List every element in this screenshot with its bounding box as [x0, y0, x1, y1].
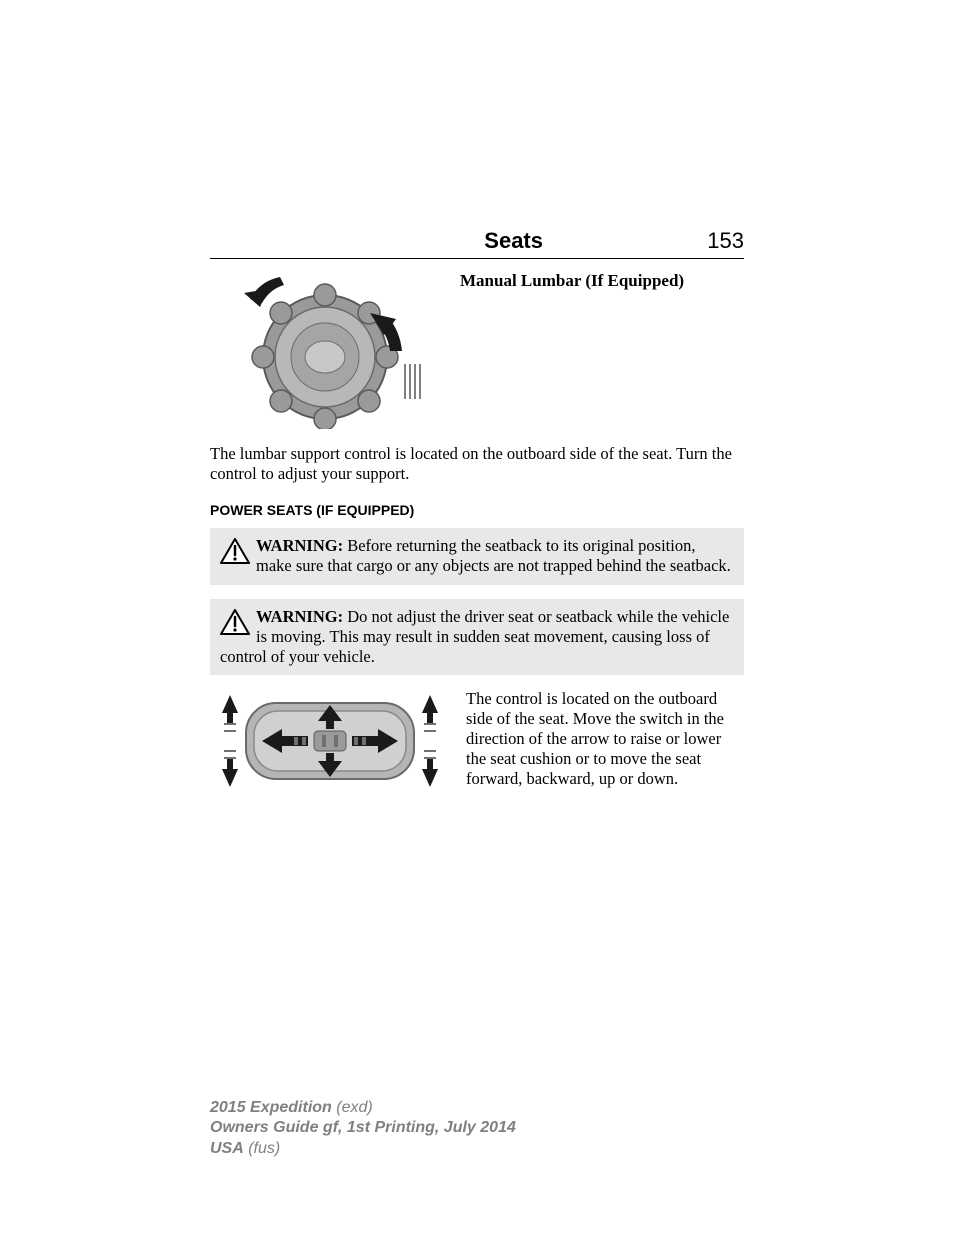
lumbar-knob-illustration — [210, 269, 440, 434]
footer-region: USA — [210, 1140, 244, 1157]
footer-model: 2015 Expedition — [210, 1099, 332, 1116]
manual-page: Seats 153 — [0, 0, 954, 799]
footer-code: (exd) — [332, 1099, 373, 1116]
power-seats-heading: POWER SEATS (IF EQUIPPED) — [210, 502, 744, 518]
footer-guide: Owners Guide gf, 1st Printing, July 2014 — [210, 1119, 516, 1136]
page-footer: 2015 Expedition (exd) Owners Guide gf, 1… — [210, 1098, 516, 1160]
warning-box-1: WARNING: Before returning the seatback t… — [210, 528, 744, 584]
warning-icon — [220, 609, 250, 640]
power-seat-control-section: The control is located on the outboard s… — [210, 689, 744, 799]
power-seat-body: The control is located on the outboard s… — [466, 689, 744, 790]
warning-label: WARNING: — [256, 536, 343, 555]
warning-label: WARNING: — [256, 607, 343, 626]
warning-box-2: WARNING: Do not adjust the driver seat o… — [210, 599, 744, 675]
header-title: Seats — [210, 228, 707, 254]
power-seat-switch-illustration — [210, 689, 450, 799]
page-number: 153 — [707, 228, 744, 254]
page-header: Seats 153 — [210, 228, 744, 259]
manual-lumbar-section: Manual Lumbar (If Equipped) — [210, 269, 744, 434]
warning-icon — [220, 538, 250, 569]
manual-lumbar-body: The lumbar support control is located on… — [210, 444, 744, 484]
manual-lumbar-title: Manual Lumbar (If Equipped) — [460, 271, 684, 291]
footer-region-code: (fus) — [244, 1140, 280, 1157]
